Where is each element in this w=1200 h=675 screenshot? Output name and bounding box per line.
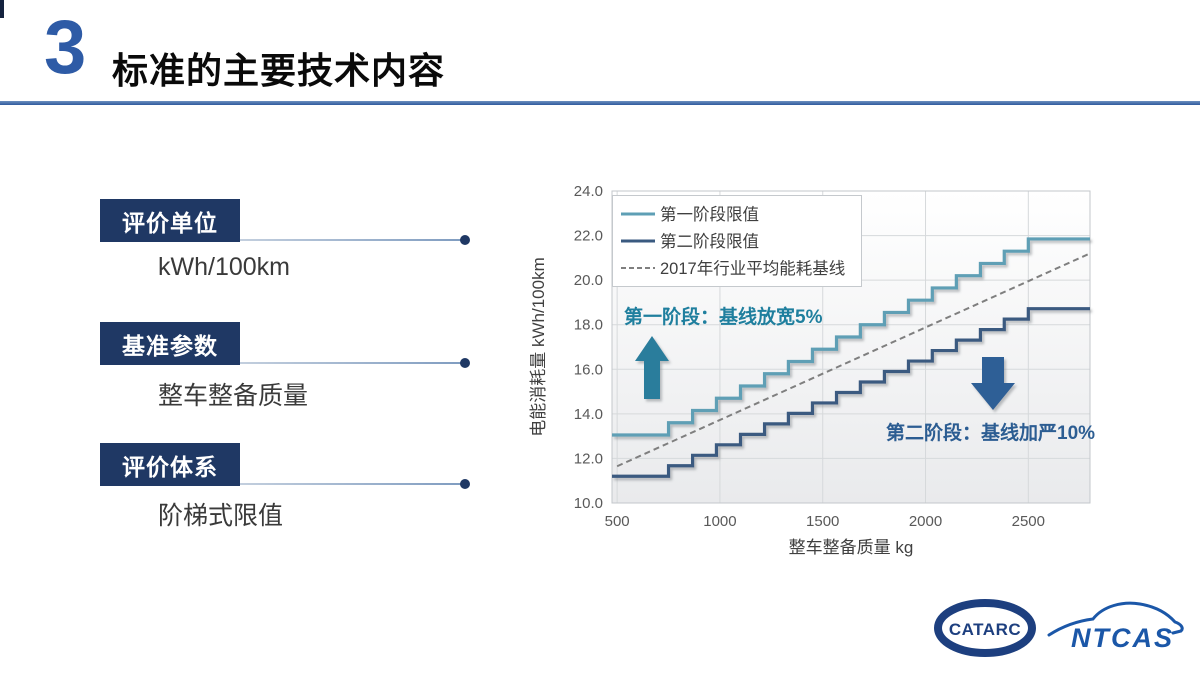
up-arrow	[635, 336, 669, 399]
tick-labels: 10.0 12.0 14.0 16.0 18.0 20.0 22.0 24.0 500 1000 1…	[574, 183, 1045, 530]
y-tick-label: 22.0	[574, 228, 603, 245]
stage2-annotation: 第二阶段：基线加严10%	[886, 421, 1095, 444]
legend-label-0: 第一阶段限值	[660, 205, 759, 224]
label-box-text: 基准参数	[122, 332, 218, 359]
y-tick-label: 18.0	[574, 317, 603, 334]
x-tick-label: 2500	[1012, 513, 1045, 530]
connector-line	[240, 362, 464, 364]
y-tick-label: 12.0	[574, 450, 603, 467]
x-axis-title: 整车整备质量 kg	[789, 538, 914, 557]
series-line-1	[612, 307, 1090, 478]
chart-svg: 10.0 12.0 14.0 16.0 18.0 20.0 22.0 24.0 500 1000 1…	[529, 183, 1095, 557]
y-axis-title: 电能消耗量 kWh/100km	[529, 257, 548, 436]
y-tick-label: 20.0	[574, 272, 603, 289]
label-box-evaluation-unit: 评价单位	[100, 199, 240, 242]
footer-logos: CATARC NTCAS	[933, 596, 1189, 660]
catarc-logo-text: CATARC	[949, 620, 1021, 639]
catarc-logo: CATARC	[934, 599, 1036, 657]
y-tick-label: 10.0	[574, 495, 603, 512]
connector-line	[240, 239, 464, 241]
legend-label-2: 2017年行业平均能耗基线	[660, 259, 845, 278]
label-box-evaluation-system: 评价体系	[100, 443, 240, 486]
header-divider	[0, 101, 1200, 105]
x-tick-label: 2000	[909, 513, 942, 530]
connector-line	[240, 483, 464, 485]
y-tick-label: 16.0	[574, 361, 603, 378]
slide-number: 3	[44, 5, 87, 90]
label-box-baseline-parameter: 基准参数	[100, 322, 240, 365]
label-box-text: 评价体系	[122, 453, 218, 480]
baseline-parameter-value: 整车整备质量	[158, 382, 309, 410]
label-box-text: 评价单位	[122, 209, 218, 236]
energy-limit-chart: 10.0 12.0 14.0 16.0 18.0 20.0 22.0 24.0 500 1000 1…	[528, 163, 1103, 563]
corner-accent-bar	[0, 0, 4, 18]
y-tick-label: 24.0	[574, 183, 603, 200]
ntcas-logo: NTCAS	[1047, 601, 1184, 653]
ntcas-car-outline	[1047, 601, 1184, 637]
stage1-annotation: 第一阶段：基线放宽5%	[624, 305, 823, 328]
x-tick-label: 500	[605, 513, 630, 530]
down-arrow	[971, 357, 1015, 410]
connector-dot	[460, 358, 470, 368]
plot-border	[611, 190, 1091, 504]
x-tick-label: 1000	[703, 513, 736, 530]
ntcas-logo-text: NTCAS	[1071, 623, 1174, 653]
connector-dot	[460, 235, 470, 245]
series-line-0	[612, 237, 1090, 437]
legend-label-1: 第二阶段限值	[660, 232, 759, 251]
x-tick-label: 1500	[806, 513, 839, 530]
evaluation-system-value: 阶梯式限值	[158, 502, 284, 530]
page-title: 标准的主要技术内容	[112, 50, 446, 91]
catarc-oval	[934, 599, 1036, 657]
evaluation-unit-value: kWh/100km	[158, 253, 290, 281]
connector-dot	[460, 479, 470, 489]
y-tick-label: 14.0	[574, 406, 603, 423]
series-line-2	[616, 252, 1091, 468]
